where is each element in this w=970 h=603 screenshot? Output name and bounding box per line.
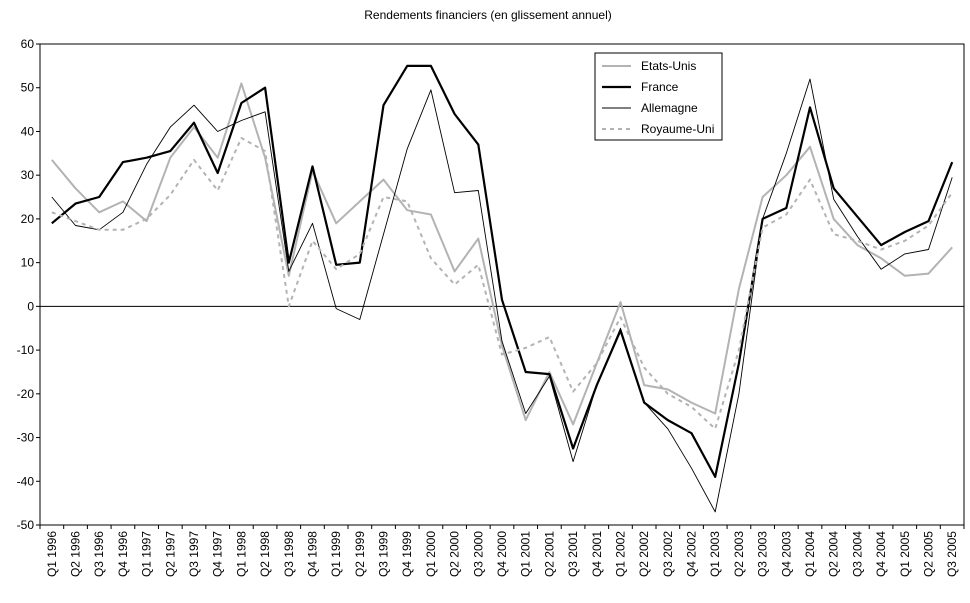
legend-box [594, 52, 723, 141]
x-tick-label: Q3 2003 [756, 531, 770, 577]
x-tick-label: Q1 2002 [613, 531, 627, 577]
x-tick-label: Q4 2003 [779, 531, 793, 577]
x-tick-label: Q4 2000 [495, 531, 509, 577]
series-group [51, 64, 954, 513]
y-tick-label: -20 [17, 387, 35, 401]
y-tick-label: 40 [21, 124, 35, 138]
legend-label: Etats-Unis [641, 59, 696, 73]
x-tick-label: Q4 2001 [590, 531, 604, 577]
x-tick-label: Q4 1999 [400, 531, 414, 577]
y-tick-label: 50 [21, 81, 35, 95]
x-tick-label: Q4 2002 [685, 531, 699, 577]
x-tick-label: Q3 1997 [187, 531, 201, 577]
x-tick-label: Q2 2002 [637, 531, 651, 577]
plot-area [39, 43, 965, 526]
x-tick-label: Q1 1999 [329, 531, 343, 577]
y-tick-label: 20 [21, 212, 35, 226]
x-tick-label: Q2 1996 [69, 531, 83, 577]
y-tick-label: -30 [17, 431, 35, 445]
x-tick-label: Q2 2005 [921, 531, 935, 577]
x-tick-label: Q1 2001 [519, 531, 533, 577]
x-tick-label: Q3 2005 [945, 531, 959, 577]
x-tick-label: Q2 1998 [258, 531, 272, 577]
x-tick-label: Q4 1996 [116, 531, 130, 577]
y-tick-label: -10 [17, 343, 35, 357]
x-tick-label: Q1 1996 [45, 531, 59, 577]
x-tick-label: Q2 2000 [448, 531, 462, 577]
x-axis: Q1 1996 Q2 1996 Q3 1996 Q4 1996 Q1 1997 Q2 19… [39, 525, 965, 577]
y-tick-label: 10 [21, 256, 35, 270]
x-tick-label: Q1 2005 [898, 531, 912, 577]
y-axis: 60 50 40 30 20 10 0 -10 -20 -30 -40 -50 [17, 37, 40, 532]
x-tick-label: Q3 2004 [850, 531, 864, 577]
x-tick-label: Q4 1997 [211, 531, 225, 577]
y-tick-label: -50 [17, 518, 35, 532]
series-line-royaume-uni [51, 137, 954, 430]
y-tick-label: 0 [27, 299, 34, 313]
x-tick-label: Q3 1999 [377, 531, 391, 577]
x-tick-label: Q1 1998 [234, 531, 248, 577]
chart-title: Rendements financiers (en glissement ann… [364, 8, 611, 22]
x-tick-label: Q4 2004 [874, 531, 888, 577]
series-line-france [51, 64, 954, 478]
series-line-allemagne [51, 78, 953, 513]
y-tick-label: 60 [21, 37, 35, 51]
x-tick-label: Q2 1997 [163, 531, 177, 577]
legend-label: Allemagne [641, 101, 698, 115]
legend-label: Royaume-Uni [641, 122, 714, 136]
x-tick-label: Q1 2000 [424, 531, 438, 577]
x-tick-label: Q4 1998 [305, 531, 319, 577]
legend-label: France [641, 80, 679, 94]
x-tick-label: Q1 2003 [708, 531, 722, 577]
x-tick-label: Q3 2001 [566, 531, 580, 577]
x-tick-label: Q3 2000 [471, 531, 485, 577]
x-tick-label: Q1 1997 [140, 531, 154, 577]
x-tick-label: Q2 1999 [353, 531, 367, 577]
x-tick-label: Q3 1998 [282, 531, 296, 577]
x-tick-label: Q2 2004 [827, 531, 841, 577]
y-tick-label: -40 [17, 474, 35, 488]
legend: Etats-Unis France Allemagne Royaume-Uni [594, 52, 723, 141]
y-tick-label: 30 [21, 168, 35, 182]
x-tick-label: Q3 2002 [661, 531, 675, 577]
x-tick-label: Q2 2001 [542, 531, 556, 577]
x-tick-label: Q1 2004 [803, 531, 817, 577]
x-tick-label: Q2 2003 [732, 531, 746, 577]
x-tick-label: Q3 1996 [92, 531, 106, 577]
